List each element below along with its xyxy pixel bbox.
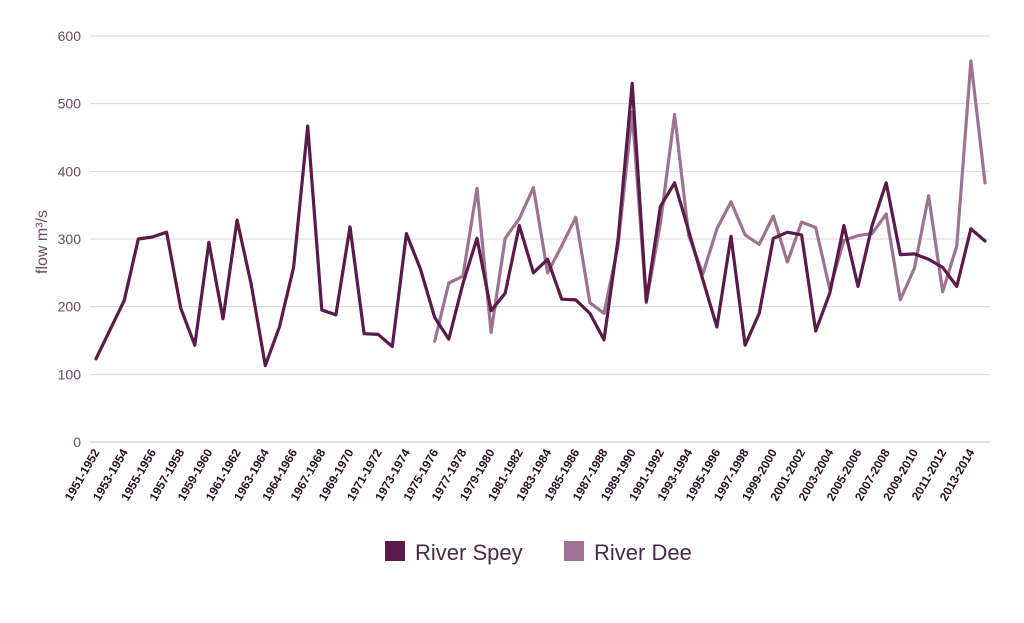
series-lines	[94, 59, 987, 368]
y-tick-label: 100	[58, 366, 82, 382]
y-tick-label: 300	[58, 231, 82, 247]
legend-label-river-dee: River Dee	[594, 540, 692, 565]
legend: River Spey River Dee	[385, 540, 692, 565]
legend-swatch-river-spey	[385, 541, 405, 561]
y-tick-label: 400	[58, 163, 82, 179]
y-tick-label: 600	[58, 28, 82, 44]
x-axis: 1951-19521953-19541955-19561957-19581959…	[62, 446, 978, 503]
y-tick-label: 200	[58, 299, 82, 315]
series-line-river-dee	[433, 59, 987, 343]
y-axis-label: flow m³/s	[34, 210, 51, 274]
legend-swatch-river-dee	[564, 541, 584, 561]
y-tick-label: 500	[58, 96, 82, 112]
legend-label-river-spey: River Spey	[415, 540, 523, 565]
y-tick-label: 0	[73, 434, 81, 450]
grid-lines	[90, 35, 990, 375]
y-axis: 0 100 200 300 400 500 600	[58, 28, 82, 450]
series-line-river-spey	[94, 81, 987, 368]
